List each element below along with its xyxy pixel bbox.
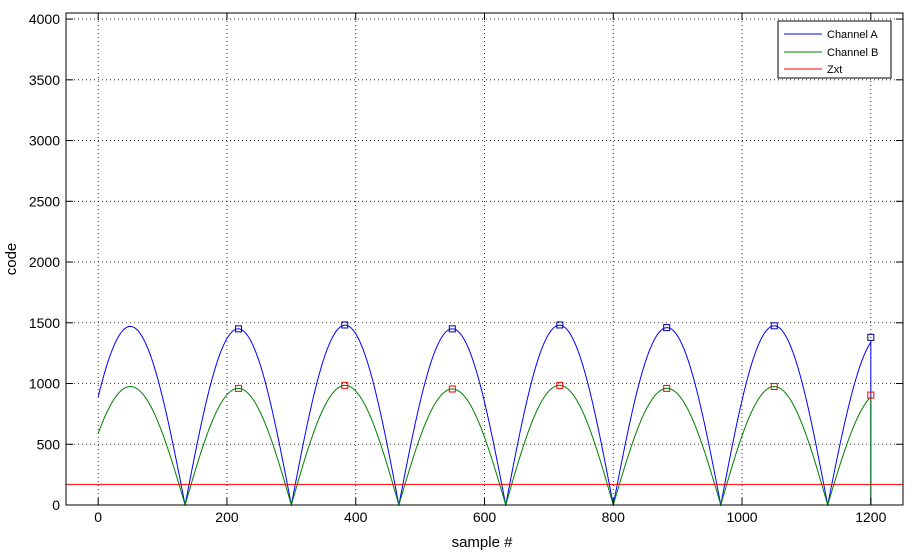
y-tick-label: 1000 xyxy=(29,376,60,392)
marker-channel-b xyxy=(556,381,564,389)
x-tick-label: 800 xyxy=(602,509,626,525)
plot-area xyxy=(66,13,903,505)
y-tick-label: 3500 xyxy=(29,72,60,88)
series-layer xyxy=(66,324,903,507)
x-tick-label: 600 xyxy=(473,509,497,525)
marker-channel-a xyxy=(867,333,875,341)
x-tick-label: 1200 xyxy=(855,509,886,525)
x-tick-label: 400 xyxy=(344,509,368,525)
marker-channel-a xyxy=(770,322,778,330)
y-tick-label: 500 xyxy=(37,436,61,452)
marker-channel-b xyxy=(235,384,243,392)
x-tick-label: 0 xyxy=(94,509,102,525)
y-tick-label: 1500 xyxy=(29,315,60,331)
marker-channel-b xyxy=(770,383,778,391)
x-axis-title: sample # xyxy=(452,534,514,551)
marker-channel-b xyxy=(867,391,875,399)
y-tick-label: 4000 xyxy=(29,11,60,27)
marker-channel-a xyxy=(556,321,564,329)
y-axis-title: code xyxy=(3,243,20,276)
legend-label-zxt: Zxt xyxy=(827,64,842,76)
y-tick-label: 2000 xyxy=(29,254,60,270)
marker-channel-b xyxy=(448,385,456,393)
x-tick-label: 1000 xyxy=(726,509,757,525)
markers-layer xyxy=(235,321,875,399)
legend: Channel A Channel B Zxt xyxy=(777,20,892,79)
y-tick-label: 3000 xyxy=(29,133,60,149)
marker-channel-b xyxy=(663,384,671,392)
legend-label-channel-a: Channel A xyxy=(827,29,878,41)
marker-channel-b xyxy=(341,381,349,389)
marker-channel-a xyxy=(235,325,243,333)
series-line-channel-a xyxy=(97,324,872,506)
marker-channel-a xyxy=(341,321,349,329)
legend-label-channel-b: Channel B xyxy=(827,47,878,59)
y-tick-label: 0 xyxy=(52,497,60,513)
series-line-channel-b xyxy=(97,384,872,507)
marker-channel-a xyxy=(448,325,456,333)
marker-channel-a xyxy=(663,324,671,332)
ticks-layer: 0 200 400 600 800 1000 1200 0 500 1000 1500 2000 250… xyxy=(29,11,903,525)
x-tick-label: 200 xyxy=(215,509,239,525)
y-tick-label: 2500 xyxy=(29,193,60,209)
